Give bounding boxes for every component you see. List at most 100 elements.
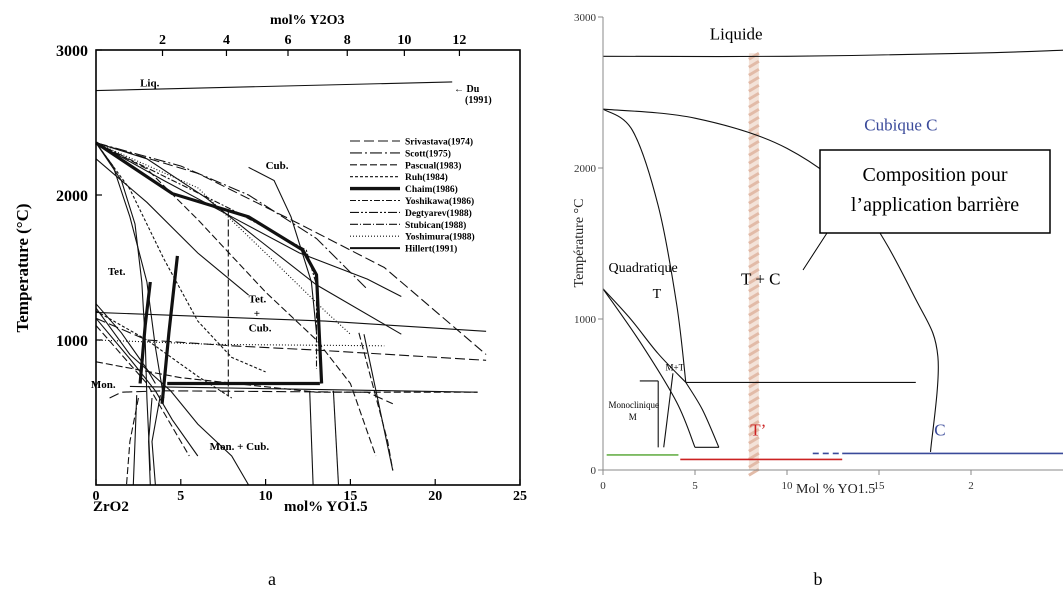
a-x-tick-label: 25 [513,489,527,504]
callout-line-2: l’application barrière [851,194,1019,216]
b-y-tick-label: 0 [591,465,597,477]
band-hatch [748,435,760,445]
band-hatch [748,323,760,333]
b-phase-label: C [934,420,945,439]
band-fill [748,53,759,471]
a-series-line [95,141,324,384]
band-hatch [748,411,760,421]
a-top-tick-label: 6 [285,33,292,48]
a-y-tick-label: 2000 [56,188,88,205]
band-hatch [748,443,760,453]
a-series-line [358,332,394,471]
b-phase-label: T + C [741,269,781,288]
a-legend-label: Ruh(1984) [405,172,448,183]
b-phase-boundary [602,288,696,448]
panel-a-x-axis-label: mol% YO1.5 [284,499,368,515]
panel-a-top-axis-label: mol% Y2O3 [270,13,345,28]
a-series-line [95,317,487,361]
a-series-line [148,397,153,486]
panel-b-phase-labels: Liquide Cubique C Quadratique T T + C M+T Mono… [609,25,946,440]
panel-a-annotation-du: ← Du [454,84,480,95]
b-phase-label: Liquide [710,25,763,44]
a-y-tick-label: 1000 [56,333,88,350]
panel-a-annotation-year: (1991) [465,95,492,106]
a-x-tick-label: 5 [177,489,184,504]
a-series-line [129,385,478,393]
band-hatch [748,403,760,413]
a-x-tick-label: 15 [343,489,357,504]
panel-b-composition-band [748,51,760,477]
band-hatch [748,347,760,357]
a-series-line [95,142,351,335]
panel-b-series [602,49,1063,452]
panel-b-x-axis-label: Mol % YO1.5 [796,482,875,497]
a-series-line [95,142,487,355]
panel-a-y-axis-label: Temperature (°C) [13,203,32,332]
band-hatch [748,227,760,237]
band-hatch [748,459,760,469]
band-hatch [748,339,760,349]
band-hatch [748,235,760,245]
band-hatch [748,171,760,181]
band-hatch [748,83,760,93]
a-legend-label: Scott(1975) [405,148,451,159]
a-series-line [363,334,394,471]
b-x-tick-label: 0 [600,480,606,492]
band-hatch [748,147,760,157]
band-hatch [748,75,760,85]
a-phase-label: + [254,308,260,320]
b-x-tick-label: 2 [968,480,974,492]
band-hatch [748,259,760,269]
a-legend-label: Stubican(1988) [405,220,466,231]
a-legend-label: Degtyarev(1988) [405,208,472,219]
band-hatch [748,291,760,301]
band-hatch [748,387,760,397]
a-series-line [95,310,232,399]
a-series-line [95,307,250,486]
band-hatch [748,99,760,109]
a-x-tick-label: 20 [428,489,442,504]
panel-b-y-axis-label: Température °C [572,199,587,288]
a-series-line [95,325,190,457]
b-phase-boundary [685,382,720,448]
a-top-tick-label: 12 [452,33,466,48]
a-legend-label: Pascual(1983) [405,160,461,171]
b-phase-boundary [602,108,687,383]
a-series-line [95,303,156,384]
band-hatch [748,267,760,277]
panel-a-ticks: 5 10 15 20 25 0 2 4 6 8 10 12 1000 2000 3000 [56,33,527,504]
panel-a-phase-labels: Liq. Cub. Tet. Tet. + Cub. Mon. Mon. + Cub. [91,77,289,453]
band-hatch [748,195,760,205]
panel-a-legend: Srivastava(1974)Scott(1975)Pascual(1983)… [350,137,475,255]
band-hatch [748,211,760,221]
a-series-line [95,142,402,335]
band-hatch [748,163,760,173]
a-series-line [248,166,318,333]
b-phase-label: M+T [666,362,685,372]
band-hatch [748,283,760,293]
a-top-tick-label: 10 [397,33,411,48]
a-legend-label: Yoshikawa(1986) [405,196,474,207]
a-series-line [95,339,385,347]
panel-a-frame [95,49,521,486]
band-hatch [748,91,760,101]
b-phase-label: M [629,412,637,422]
b-y-tick-label: 3000 [574,12,597,24]
a-series-line [138,281,152,384]
band-hatch [748,115,760,125]
band-hatch [748,275,760,285]
a-phase-label: Cub. [266,160,289,172]
a-series-line [95,158,249,296]
band-hatch [748,123,760,133]
a-top-tick-label: 8 [344,33,351,48]
b-phase-boundary [602,49,1063,58]
band-hatch [748,355,760,365]
a-series-line [95,142,368,290]
a-series-line [160,255,179,404]
a-top-tick-label: 4 [223,33,230,48]
band-hatch [748,67,760,77]
band-hatch [748,243,760,253]
b-x-tick-label: 5 [692,480,698,492]
